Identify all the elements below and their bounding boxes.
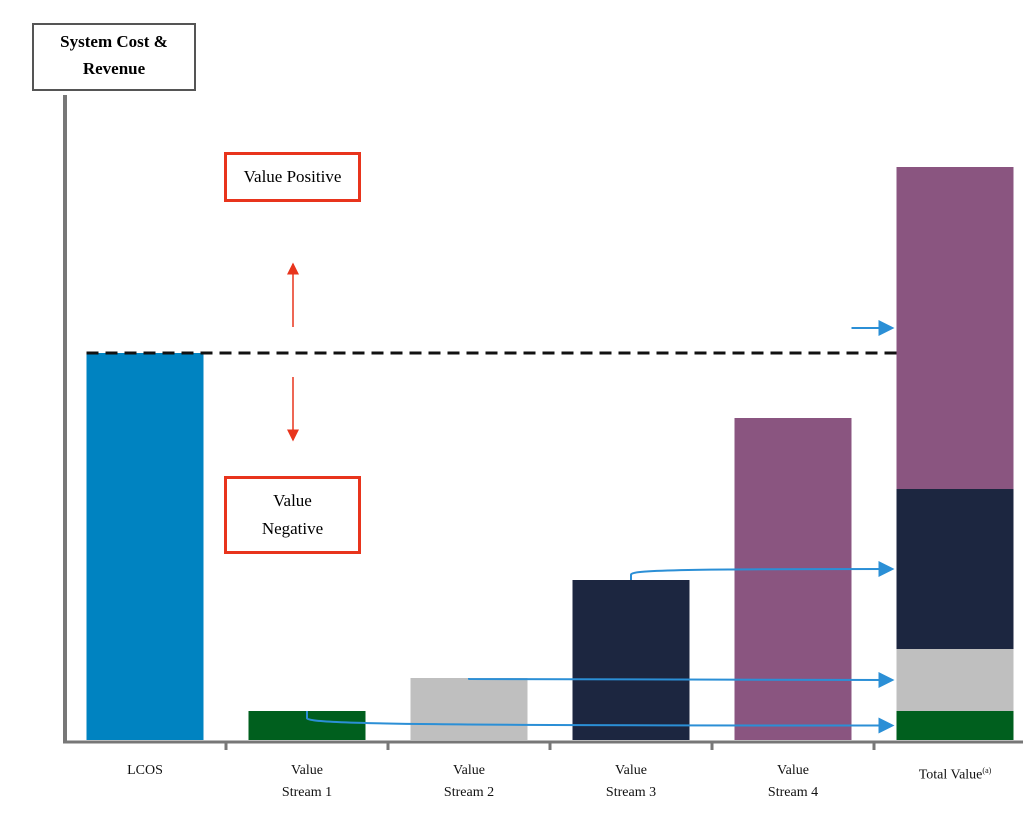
footnote-marker: (a) xyxy=(982,766,992,775)
total-label: Total Value xyxy=(918,767,983,783)
x-tick-label: Value Stream 1 xyxy=(281,763,333,800)
bar xyxy=(86,353,204,740)
x-tick-label: Value Stream 2 xyxy=(443,763,495,800)
stack-segment xyxy=(896,167,1014,489)
x-tick-label: Total Value(a) xyxy=(895,760,1015,787)
flow-arrow xyxy=(468,671,895,688)
annotation: Value Negative xyxy=(224,476,361,554)
annotation: Value Positive xyxy=(224,152,361,202)
bar xyxy=(572,580,690,740)
stack-segment xyxy=(896,649,1014,711)
bar xyxy=(734,418,852,740)
x-tick-label: Value Stream 4 xyxy=(767,763,819,800)
flow-arrow xyxy=(306,711,895,734)
x-tick-label: Value Stream 3 xyxy=(605,763,657,800)
chart-title: System Cost & Revenue xyxy=(32,23,196,91)
flow-arrow xyxy=(630,561,895,580)
x-tick-label: LCOS xyxy=(127,763,163,778)
stack-segment xyxy=(896,711,1014,740)
stack-segment xyxy=(896,489,1014,649)
bar xyxy=(410,678,528,740)
